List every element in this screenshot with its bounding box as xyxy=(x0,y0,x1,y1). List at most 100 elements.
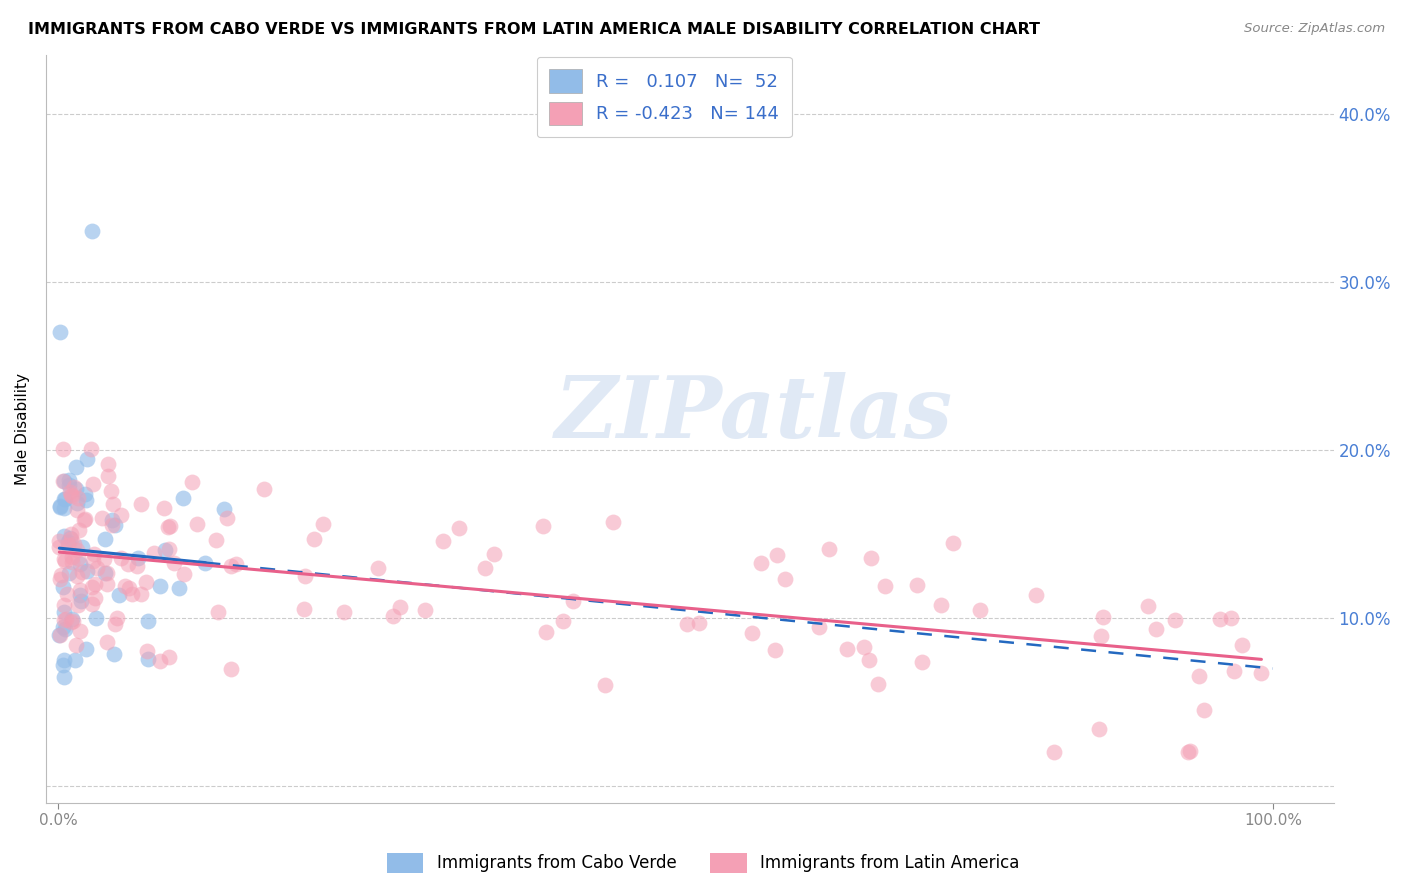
Point xyxy=(157,650,180,665)
Point xyxy=(94,566,117,581)
Point xyxy=(121,587,143,601)
Point xyxy=(117,557,139,571)
Point xyxy=(837,642,859,657)
Point xyxy=(1209,612,1232,626)
Point xyxy=(561,594,583,608)
Point xyxy=(367,561,389,575)
Point xyxy=(56,587,79,601)
Point xyxy=(48,628,70,642)
Point xyxy=(59,488,82,502)
Point xyxy=(59,531,82,545)
Point xyxy=(63,480,86,494)
Point xyxy=(969,602,991,616)
Point xyxy=(135,574,157,589)
Point xyxy=(69,583,91,598)
Point xyxy=(97,457,120,471)
Point xyxy=(1163,613,1185,627)
Point xyxy=(1188,669,1211,683)
Point xyxy=(86,561,108,575)
Point xyxy=(53,474,76,488)
Point xyxy=(484,547,506,561)
Point xyxy=(59,485,82,500)
Point xyxy=(602,515,624,529)
Point xyxy=(66,503,89,517)
Point xyxy=(96,577,118,591)
Point xyxy=(67,523,90,537)
Point xyxy=(138,614,160,628)
Point xyxy=(76,451,98,466)
Point xyxy=(52,442,75,456)
Point xyxy=(852,640,875,654)
Point xyxy=(84,611,107,625)
Point xyxy=(173,567,195,582)
Point xyxy=(1192,703,1215,717)
Point xyxy=(807,620,830,634)
Point xyxy=(63,536,86,550)
Point xyxy=(294,601,316,615)
Point xyxy=(1178,744,1201,758)
Point xyxy=(688,616,710,631)
Point xyxy=(60,612,83,626)
Point xyxy=(1230,638,1253,652)
Point xyxy=(94,532,117,546)
Point xyxy=(100,483,122,498)
Point xyxy=(75,511,97,525)
Point xyxy=(531,519,554,533)
Point xyxy=(49,500,72,514)
Point xyxy=(153,543,176,558)
Point xyxy=(207,606,229,620)
Point xyxy=(1088,723,1111,737)
Point xyxy=(929,598,952,612)
Point xyxy=(52,613,75,627)
Point xyxy=(73,513,96,527)
Point xyxy=(53,669,76,683)
Point xyxy=(83,547,105,561)
Point xyxy=(97,469,120,483)
Point xyxy=(312,517,335,532)
Point xyxy=(114,579,136,593)
Point xyxy=(96,634,118,648)
Point xyxy=(52,658,75,673)
Point xyxy=(135,643,157,657)
Point xyxy=(101,517,124,532)
Point xyxy=(860,551,883,566)
Point xyxy=(60,550,83,565)
Point xyxy=(65,653,87,667)
Point xyxy=(69,588,91,602)
Legend: Immigrants from Cabo Verde, Immigrants from Latin America: Immigrants from Cabo Verde, Immigrants f… xyxy=(380,847,1026,880)
Point xyxy=(167,581,190,595)
Point xyxy=(90,511,112,525)
Text: Source: ZipAtlas.com: Source: ZipAtlas.com xyxy=(1244,22,1385,36)
Point xyxy=(53,553,76,567)
Point xyxy=(149,654,172,668)
Point xyxy=(72,540,94,554)
Point xyxy=(53,653,76,667)
Point xyxy=(82,477,104,491)
Point xyxy=(80,580,103,594)
Point xyxy=(157,542,180,557)
Point xyxy=(49,568,72,582)
Point xyxy=(1025,589,1047,603)
Point xyxy=(1177,745,1199,759)
Point xyxy=(593,678,616,692)
Point xyxy=(53,492,76,507)
Point xyxy=(253,483,276,497)
Point xyxy=(82,554,104,568)
Point xyxy=(741,626,763,640)
Point xyxy=(52,529,75,543)
Point xyxy=(1137,599,1160,613)
Point xyxy=(221,558,243,573)
Point xyxy=(82,225,104,239)
Point xyxy=(118,581,141,595)
Point xyxy=(66,542,89,557)
Point xyxy=(142,546,165,560)
Point xyxy=(911,655,934,669)
Point xyxy=(1090,629,1112,643)
Point xyxy=(53,605,76,619)
Point xyxy=(219,662,242,676)
Point xyxy=(942,536,965,550)
Point xyxy=(52,580,75,594)
Point xyxy=(413,603,436,617)
Legend: R =   0.107   N=  52, R = -0.423   N= 144: R = 0.107 N= 52, R = -0.423 N= 144 xyxy=(537,57,792,137)
Point xyxy=(1223,664,1246,678)
